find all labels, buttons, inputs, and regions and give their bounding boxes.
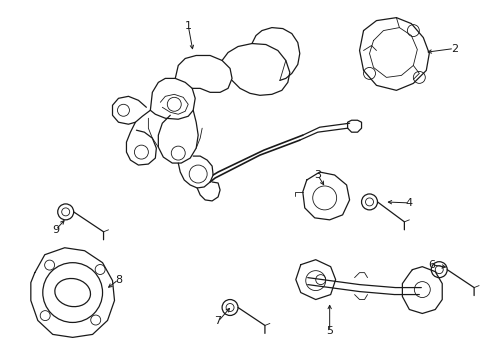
Text: 7: 7 [214,316,221,327]
Text: 2: 2 [450,44,457,54]
Text: 5: 5 [325,327,332,336]
Text: 3: 3 [314,170,321,180]
Text: 6: 6 [427,260,434,270]
Text: 4: 4 [405,198,412,208]
Text: 1: 1 [184,21,191,31]
Text: 8: 8 [115,275,122,285]
Text: 9: 9 [52,225,59,235]
